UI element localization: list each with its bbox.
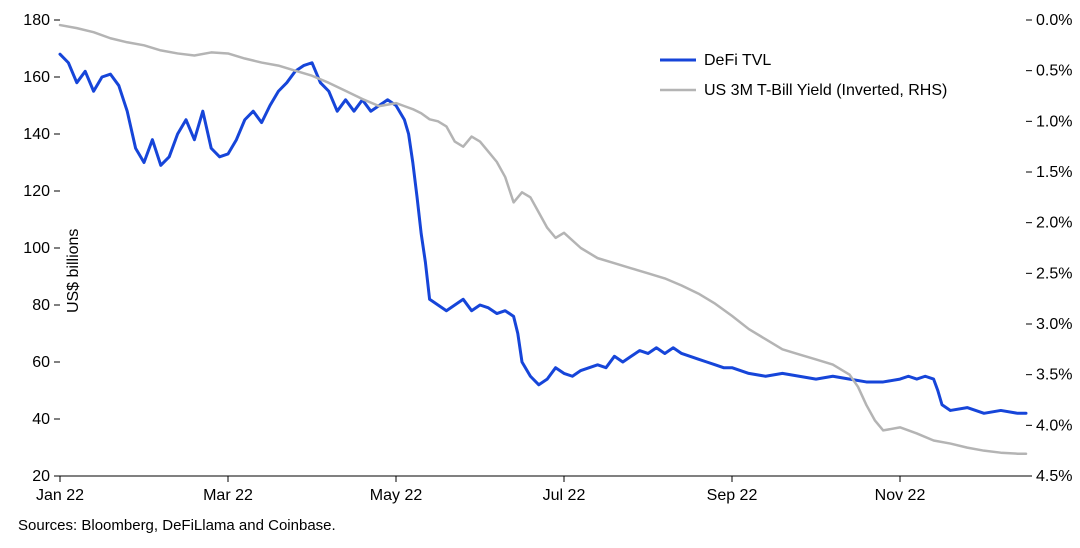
right-axis-tick-label: 2.0% xyxy=(1036,215,1072,232)
left-axis-tick-label: 160 xyxy=(23,69,50,86)
right-axis-tick-label: 4.0% xyxy=(1036,417,1072,434)
x-axis-tick-label: Jan 22 xyxy=(36,487,84,504)
left-axis-tick-label: 60 xyxy=(32,354,50,371)
right-axis-tick-label: 1.0% xyxy=(1036,113,1072,130)
left-axis-label: US$ billions xyxy=(65,229,82,313)
right-axis-tick-label: 3.0% xyxy=(1036,316,1072,333)
source-note: Sources: Bloomberg, DeFiLlama and Coinba… xyxy=(18,517,336,534)
chart-container: Jan 22 Mar 22 May 22 Jul 22 Sep 22 Nov 22 20 40… xyxy=(0,0,1080,548)
x-axis-tick-label: Mar 22 xyxy=(203,487,253,504)
right-axis-tick-label: 3.5% xyxy=(1036,367,1072,384)
line-chart: Jan 22 Mar 22 May 22 Jul 22 Sep 22 Nov 22 20 40… xyxy=(0,0,1080,548)
left-axis-tick-label: 180 xyxy=(23,12,50,29)
right-axis-tick-label: 0.5% xyxy=(1036,63,1072,80)
legend-label: DeFi TVL xyxy=(704,52,771,69)
x-axis-tick-label: Nov 22 xyxy=(875,487,926,504)
right-axis-tick-label: 4.5% xyxy=(1036,468,1072,485)
x-axis-tick-label: May 22 xyxy=(370,487,423,504)
left-axis-tick-label: 140 xyxy=(23,126,50,143)
right-axis-tick-label: 0.0% xyxy=(1036,12,1072,29)
right-axis-tick-label: 1.5% xyxy=(1036,164,1072,181)
left-axis-tick-label: 40 xyxy=(32,411,50,428)
left-axis-tick-label: 120 xyxy=(23,183,50,200)
x-axis-tick-label: Sep 22 xyxy=(707,487,758,504)
legend-label: US 3M T-Bill Yield (Inverted, RHS) xyxy=(704,82,947,99)
left-axis-tick-label: 80 xyxy=(32,297,50,314)
left-axis-tick-label: 100 xyxy=(23,240,50,257)
x-axis-tick-label: Jul 22 xyxy=(543,487,586,504)
left-axis-tick-label: 20 xyxy=(32,468,50,485)
right-axis-tick-label: 2.5% xyxy=(1036,265,1072,282)
